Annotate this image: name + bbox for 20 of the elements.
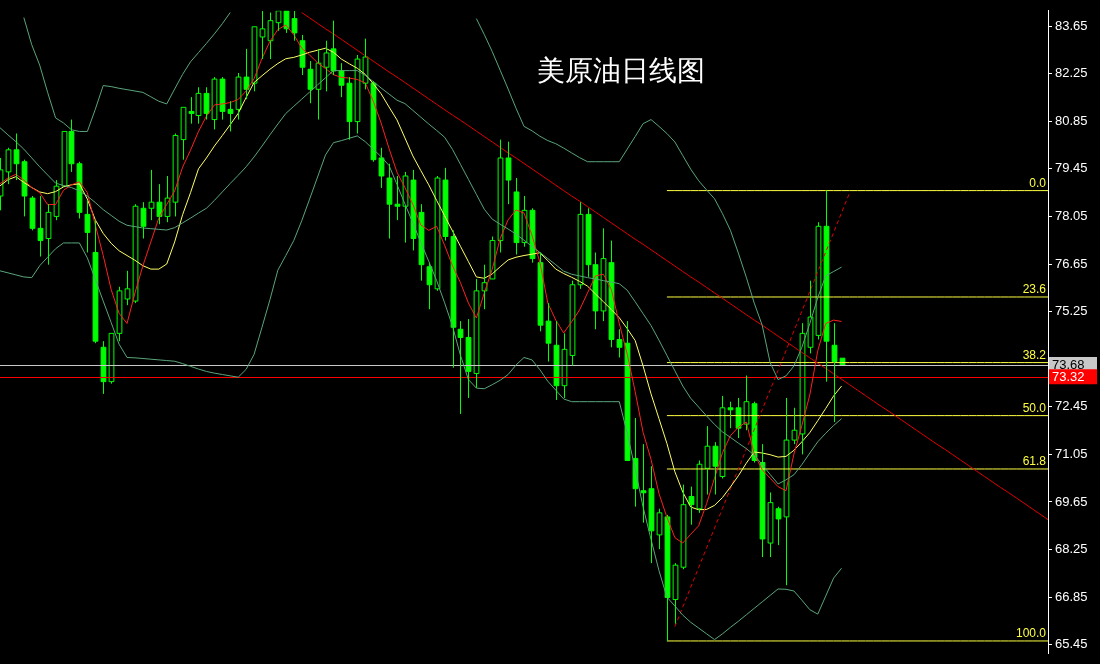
y-tick-label: 75.25	[1055, 303, 1088, 319]
y-tick-label: 66.85	[1055, 588, 1088, 604]
y-tick-label: 80.85	[1055, 112, 1088, 128]
series-label: 61.8	[1022, 454, 1047, 469]
y-tick-label: 68.25	[1055, 541, 1088, 557]
y-tick-label: 76.65	[1055, 255, 1088, 271]
series-label: 0.0	[1029, 175, 1047, 190]
y-tick-label: 78.05	[1055, 208, 1088, 224]
text: 美原油日线图	[537, 53, 705, 89]
y-tick-label: 72.45	[1055, 398, 1088, 414]
y-tick-label: 65.45	[1055, 636, 1088, 652]
y-tick-label: 83.65	[1055, 17, 1088, 33]
y-tick-label: 79.45	[1055, 160, 1088, 176]
series-label: 50.0	[1022, 400, 1047, 415]
y-tick-label: 71.05	[1055, 445, 1088, 461]
series-label: 100.0	[1015, 626, 1047, 641]
y-tick-label: 82.25	[1055, 65, 1088, 81]
series-label: 23.6	[1022, 282, 1047, 297]
series-label: 38.2	[1022, 347, 1047, 362]
y-tick-label: 69.65	[1055, 493, 1088, 509]
